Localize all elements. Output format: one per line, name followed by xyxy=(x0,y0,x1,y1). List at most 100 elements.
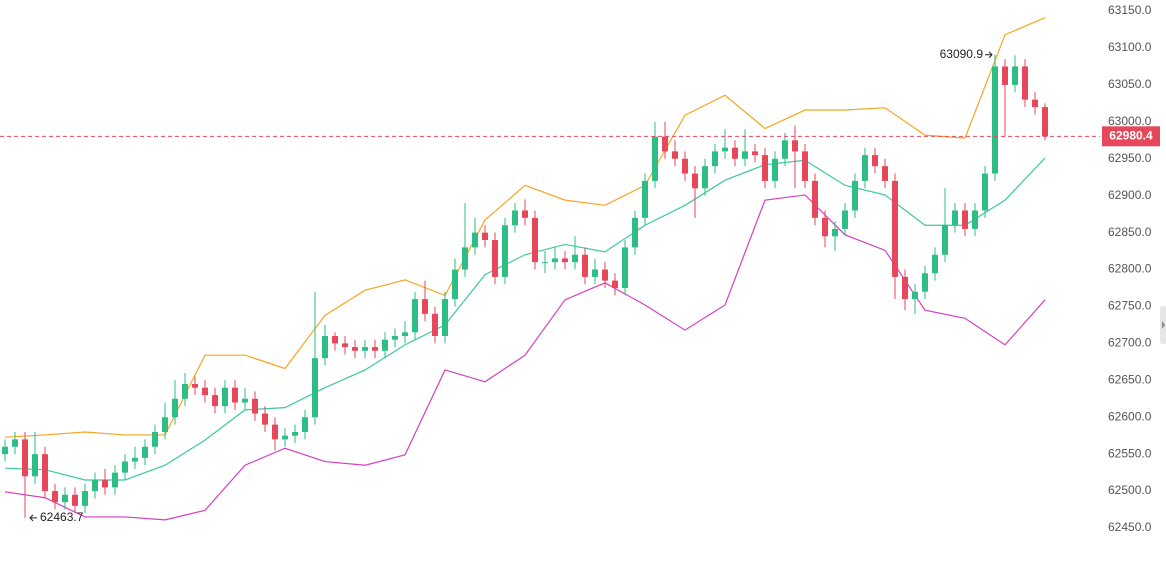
y-tick-label: 62800.0 xyxy=(1108,262,1152,276)
candle-body xyxy=(962,210,968,229)
side-tab-arrow xyxy=(1162,321,1165,329)
candle-body xyxy=(672,151,678,159)
y-tick-label: 62550.0 xyxy=(1108,446,1152,460)
candle-body xyxy=(462,247,468,270)
candle-body xyxy=(582,254,588,277)
y-tick-label: 63150.0 xyxy=(1108,3,1152,17)
y-tick-label: 62950.0 xyxy=(1108,151,1152,165)
candle-body xyxy=(222,387,228,407)
candle-body xyxy=(932,254,938,274)
candle-body xyxy=(12,439,18,447)
last-price-box xyxy=(1102,126,1160,147)
candle-body xyxy=(752,151,758,156)
candle-body xyxy=(872,155,878,167)
candle-body xyxy=(622,247,628,288)
candle-body xyxy=(1022,66,1028,100)
candle-body xyxy=(782,140,788,159)
candle-body xyxy=(412,299,418,333)
candle-body xyxy=(322,336,328,359)
candle-body xyxy=(1042,107,1048,137)
candle-body xyxy=(152,432,158,447)
candle-body xyxy=(842,210,848,229)
high-annotation: 63090.9 xyxy=(940,47,984,61)
candle-body xyxy=(112,472,118,488)
candle-body xyxy=(82,491,88,506)
y-tick-label: 62500.0 xyxy=(1108,483,1152,497)
candle-body xyxy=(682,158,688,174)
candle-body xyxy=(452,269,458,300)
candle-body xyxy=(632,217,638,248)
y-tick-label: 63000.0 xyxy=(1108,114,1152,128)
candle-body xyxy=(532,217,538,263)
candle-body xyxy=(272,424,278,440)
candle-body xyxy=(492,240,498,277)
candle-body xyxy=(212,395,218,407)
candle-body xyxy=(122,461,128,473)
candle-body xyxy=(332,336,338,344)
candle-body xyxy=(442,299,448,336)
candle-body xyxy=(992,66,998,174)
candle-body xyxy=(772,158,778,181)
band-line xyxy=(4,17,1046,438)
low-annotation: 62463.7 xyxy=(40,510,84,524)
candle-body xyxy=(732,147,738,159)
candle-body xyxy=(592,269,598,277)
y-tick-label: 62850.0 xyxy=(1108,225,1152,239)
candle-body xyxy=(982,173,988,211)
candle-body xyxy=(852,180,858,211)
candle-body xyxy=(972,210,978,229)
candle-body xyxy=(172,398,178,418)
candle-body xyxy=(552,258,558,263)
candle-body xyxy=(242,398,248,403)
candle-body xyxy=(422,299,428,314)
candle-body xyxy=(432,313,438,336)
candle-body xyxy=(802,151,808,181)
candle-body xyxy=(2,446,8,455)
candle-body xyxy=(252,398,258,414)
last-price-label: 62980.4 xyxy=(1109,128,1153,142)
band-line xyxy=(4,194,1046,521)
candle-body xyxy=(132,457,138,462)
y-tick-label: 62450.0 xyxy=(1108,520,1152,534)
candle-body xyxy=(762,155,768,181)
y-tick-label: 62750.0 xyxy=(1108,299,1152,313)
candle-body xyxy=(812,180,818,218)
candle-body xyxy=(162,417,168,432)
candle-body xyxy=(302,417,308,432)
high-arrow xyxy=(985,51,993,59)
candle-body xyxy=(372,347,378,351)
candle-body xyxy=(942,225,948,255)
candle-body xyxy=(62,494,68,503)
candle-body xyxy=(502,225,508,277)
y-tick-label: 62700.0 xyxy=(1108,336,1152,350)
candle-body xyxy=(562,258,568,263)
candle-body xyxy=(1012,66,1018,85)
candle-body xyxy=(902,276,908,300)
candle-body xyxy=(612,280,618,288)
candle-body xyxy=(182,384,188,399)
candle-body xyxy=(882,166,888,181)
candle-body xyxy=(232,387,238,403)
candle-body xyxy=(482,232,488,240)
candle-body xyxy=(702,166,708,189)
candle-body xyxy=(292,432,298,436)
candle-body xyxy=(352,347,358,351)
candle-body xyxy=(312,358,318,418)
candle-body xyxy=(282,435,288,440)
candle-body xyxy=(392,336,398,340)
candle-body xyxy=(42,454,48,492)
y-tick-label: 63100.0 xyxy=(1108,40,1152,54)
y-tick-label: 62650.0 xyxy=(1108,372,1152,386)
candle-body xyxy=(52,491,58,503)
candle-body xyxy=(72,494,78,506)
candle-body xyxy=(912,291,918,300)
candle-body xyxy=(692,173,698,189)
candle-body xyxy=(382,339,388,351)
candle-body xyxy=(202,387,208,396)
candle-body xyxy=(952,210,958,226)
candle-body xyxy=(522,210,528,218)
candle-body xyxy=(192,384,198,388)
candle-body xyxy=(22,439,28,477)
